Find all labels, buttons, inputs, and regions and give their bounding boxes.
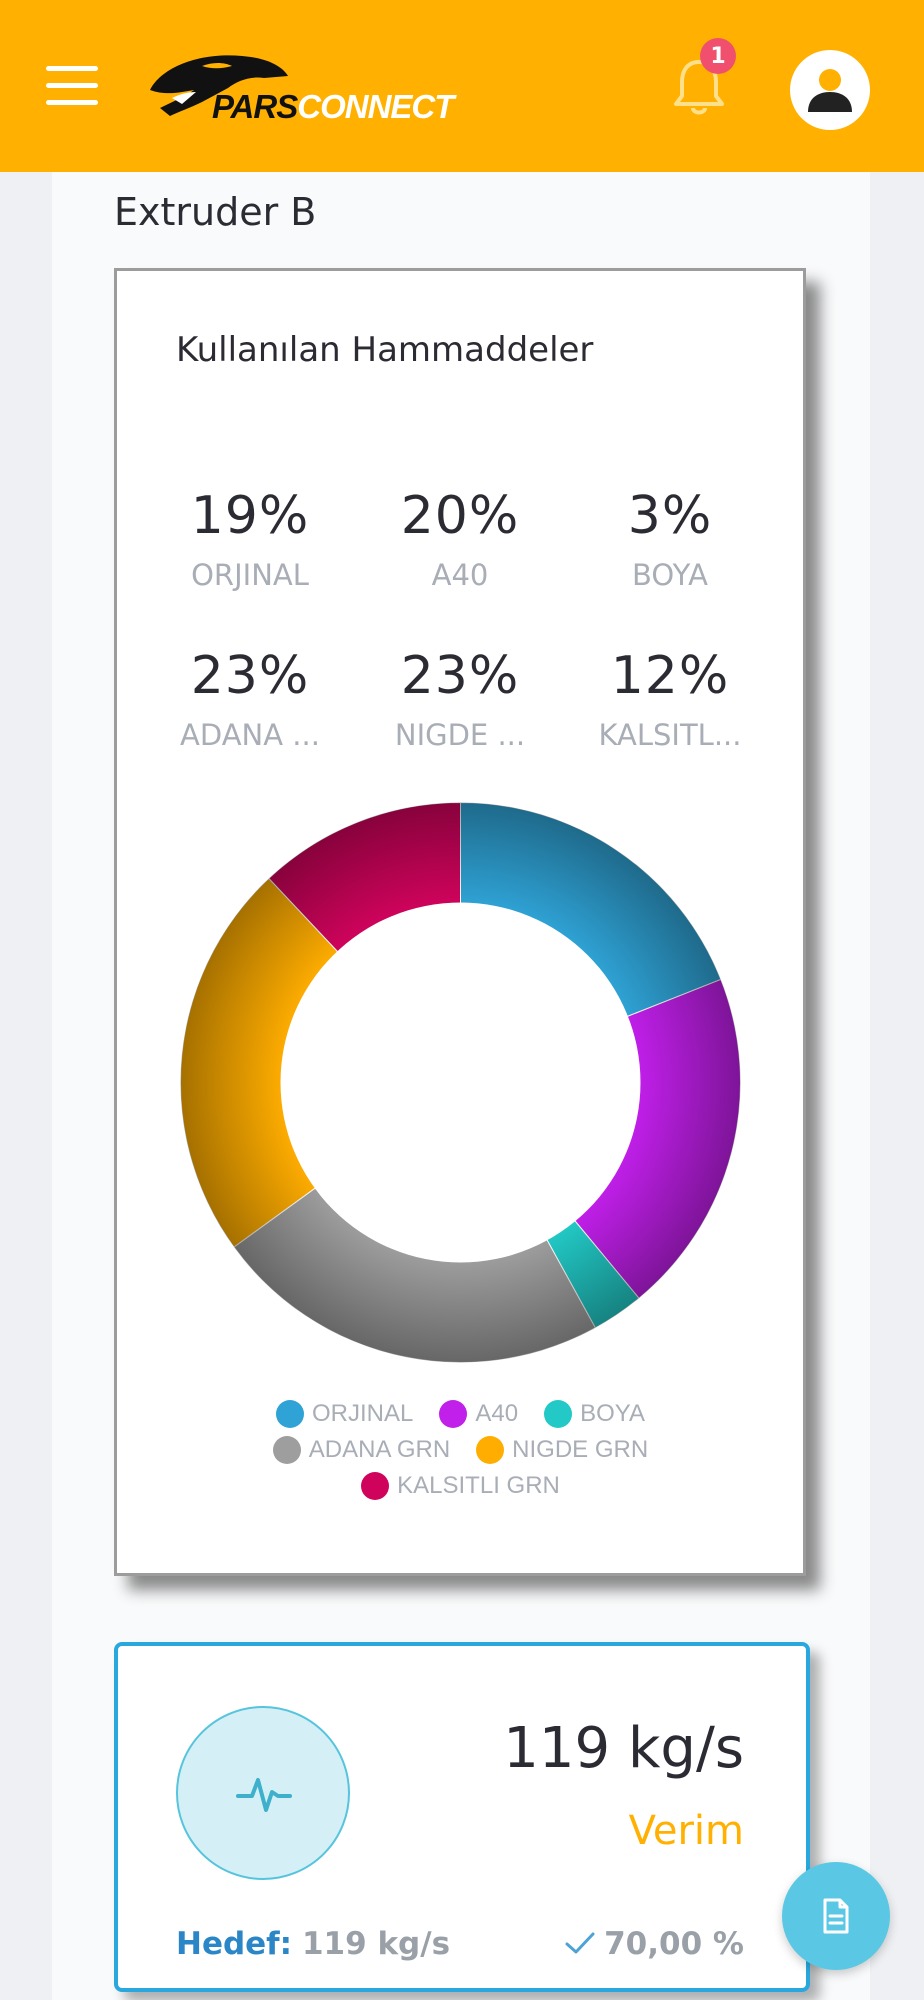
stat-label: ADANA ...	[180, 718, 320, 752]
legend-dot	[544, 1400, 573, 1428]
stat-percent: 12%	[610, 646, 730, 706]
legend-item-nigde-grn[interactable]: NIGDE GRN	[476, 1436, 648, 1464]
legend-label: NIGDE GRN	[512, 1436, 649, 1463]
stat-percent: 3%	[627, 486, 713, 546]
stat-percent: 20%	[400, 486, 520, 546]
legend-label: KALSITLI GRN	[397, 1472, 560, 1499]
legend-row: KALSITLI GRN	[178, 1472, 743, 1500]
target-value: 119 kg/s	[301, 1926, 451, 1962]
ratio-value: 70,00 %	[604, 1926, 744, 1962]
stat-label: BOYA	[632, 558, 708, 592]
target-label: Hedef:	[176, 1926, 293, 1962]
check-icon	[565, 1932, 595, 1954]
materials-donut-chart	[180, 801, 741, 1363]
stat-percent: 19%	[190, 486, 310, 546]
user-avatar-icon[interactable]	[790, 50, 870, 130]
document-icon	[823, 1898, 849, 1934]
hamburger-menu-icon[interactable]	[46, 66, 98, 106]
report-fab-button[interactable]	[782, 1862, 890, 1970]
legend-dot	[476, 1436, 505, 1464]
logo-text-connect: CONNECT	[297, 88, 454, 125]
legend-dot	[361, 1472, 390, 1500]
pars-connect-logo[interactable]: PARSCONNECT	[142, 46, 454, 132]
stat-label: KALSITL...	[598, 718, 742, 752]
panther-logo-icon	[150, 55, 288, 116]
stat-nigde: 23% NIGDE ...	[360, 646, 560, 752]
stat-label: ORJINAL	[191, 558, 309, 592]
stat-percent: 23%	[400, 646, 520, 706]
logo-text-pars: PARS	[212, 88, 298, 125]
legend-dot	[439, 1400, 468, 1428]
legend-item-adana-grn[interactable]: ADANA GRN	[272, 1436, 451, 1464]
stat-label: NIGDE ...	[394, 718, 526, 752]
legend-dot	[272, 1436, 301, 1464]
stat-percent: 23%	[190, 646, 310, 706]
logo-text: PARSCONNECT	[212, 88, 454, 126]
stat-kalsitli: 12% KALSITL...	[570, 646, 770, 752]
materials-card-title: Kullanılan Hammaddeler	[176, 330, 594, 370]
efficiency-label: Verim	[628, 1808, 744, 1854]
page-title: Extruder B	[114, 190, 317, 234]
legend-item-boya[interactable]: BOYA	[544, 1400, 645, 1428]
stat-label: A40	[431, 558, 489, 592]
chart-legend: ORJINAL A40 BOYA ADANA GRN NIGDE GRN KALSITLI…	[178, 1400, 743, 1508]
legend-row: ORJINAL A40 BOYA	[178, 1400, 743, 1428]
legend-row: ADANA GRN NIGDE GRN	[178, 1436, 743, 1464]
legend-item-kalsitli-grn[interactable]: KALSITLI GRN	[361, 1472, 560, 1500]
legend-label: A40	[475, 1400, 519, 1427]
legend-label: BOYA	[580, 1400, 645, 1427]
pulse-icon-circle	[176, 1706, 350, 1880]
legend-dot	[276, 1400, 304, 1428]
target-row: Hedef: 119 kg/s	[176, 1926, 450, 1962]
ratio-row: 70,00 %	[564, 1926, 744, 1962]
stat-orjinal: 19% ORJINAL	[150, 486, 350, 592]
legend-item-orjinal[interactable]: ORJINAL	[276, 1400, 413, 1428]
pulse-icon	[236, 1778, 292, 1812]
legend-label: ADANA GRN	[308, 1436, 451, 1463]
stat-a40: 20% A40	[360, 486, 560, 592]
notification-badge: 1	[700, 38, 736, 74]
donut-hole	[280, 902, 641, 1263]
top-bar	[0, 0, 924, 172]
legend-item-a40[interactable]: A40	[439, 1400, 518, 1428]
legend-label: ORJINAL	[312, 1400, 414, 1427]
stat-adana: 23% ADANA ...	[150, 646, 350, 752]
efficiency-value: 119 kg/s	[503, 1716, 744, 1781]
stat-boya: 3% BOYA	[570, 486, 770, 592]
